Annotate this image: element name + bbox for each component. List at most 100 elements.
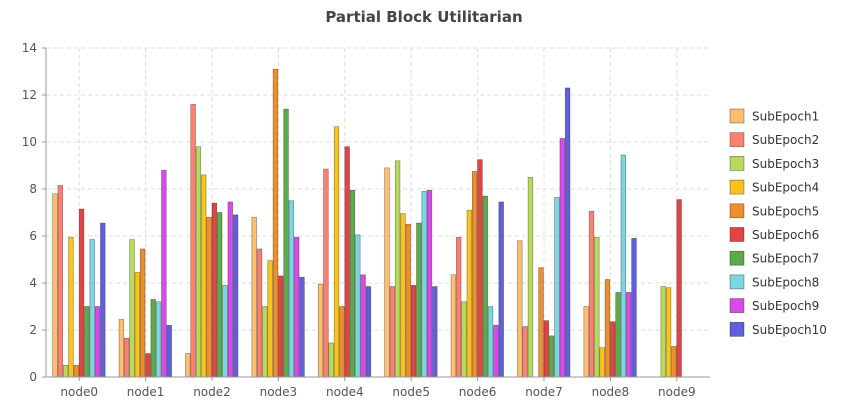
x-tick-label: node8 bbox=[592, 385, 630, 399]
x-tick-label: node3 bbox=[260, 385, 298, 399]
bar-subepoch10-node8 bbox=[631, 238, 637, 378]
bar-subepoch4-node2 bbox=[201, 174, 207, 378]
bar-subepoch8-node6 bbox=[487, 306, 494, 378]
bar-subepoch4-node1 bbox=[134, 272, 140, 378]
bar-subepoch2-node0 bbox=[57, 185, 63, 378]
bar-subepoch6-node6 bbox=[477, 159, 483, 378]
legend-label: SubEpoch10 bbox=[752, 323, 827, 337]
bar-subepoch8-node5 bbox=[421, 191, 427, 378]
bar-subepoch2-node1 bbox=[124, 337, 130, 378]
bar-subepoch3-node1 bbox=[129, 239, 135, 378]
bar-subepoch10-node7 bbox=[564, 87, 571, 378]
bar-subepoch9-node3 bbox=[294, 236, 300, 378]
bar-subepoch2-node3 bbox=[256, 248, 263, 378]
x-tick-label: node4 bbox=[326, 385, 364, 399]
legend-swatch bbox=[729, 274, 745, 290]
legend-label: SubEpoch3 bbox=[752, 157, 819, 171]
bar-subepoch9-node2 bbox=[227, 201, 233, 378]
x-tick-label: node2 bbox=[193, 385, 231, 399]
bar-subepoch3-node5 bbox=[394, 160, 401, 378]
bar-subepoch4-node4 bbox=[333, 126, 340, 378]
bar-subepoch7-node6 bbox=[482, 195, 488, 378]
legend-swatch bbox=[729, 108, 745, 124]
bar-subepoch5-node7 bbox=[538, 267, 544, 378]
bar-subepoch4-node6 bbox=[466, 209, 472, 378]
bar-subepoch1-node1 bbox=[118, 319, 125, 378]
bar-subepoch6-node3 bbox=[278, 275, 284, 378]
bar-subepoch10-node3 bbox=[299, 276, 305, 378]
bar-subepoch10-node2 bbox=[232, 214, 239, 378]
bar-subepoch3-node3 bbox=[262, 306, 268, 378]
bar-subepoch8-node8 bbox=[620, 154, 627, 378]
bar-subepoch4-node0 bbox=[68, 236, 74, 378]
bar-subepoch8-node0 bbox=[89, 239, 95, 378]
bar-subepoch6-node5 bbox=[410, 285, 417, 378]
bar-subepoch5-node0 bbox=[73, 364, 79, 378]
bar-subepoch6-node0 bbox=[78, 208, 85, 378]
x-tick-label: node7 bbox=[525, 385, 563, 399]
bar-subepoch3-node7 bbox=[527, 176, 534, 378]
bar-subepoch8-node7 bbox=[554, 196, 560, 378]
bar-subepoch9-node1 bbox=[161, 169, 167, 378]
legend-swatch bbox=[729, 321, 745, 337]
legend-label: SubEpoch7 bbox=[752, 252, 819, 266]
legend-swatch bbox=[729, 156, 745, 171]
legend-swatch bbox=[729, 298, 745, 313]
bar-subepoch5-node5 bbox=[405, 223, 411, 378]
legend: SubEpoch1 SubEpoch2 SubEpoch3 SubEpoch4 SubE… bbox=[729, 108, 827, 337]
bar-subepoch4-node5 bbox=[400, 213, 406, 378]
y-tick-label: 2 bbox=[29, 323, 37, 337]
bar-subepoch5-node6 bbox=[471, 171, 478, 378]
bar-subepoch7-node7 bbox=[549, 335, 555, 378]
y-tick-label: 8 bbox=[29, 182, 37, 196]
bar-subepoch4-node3 bbox=[267, 260, 273, 378]
bar-subepoch8-node2 bbox=[222, 285, 228, 378]
bar-subepoch9-node8 bbox=[626, 292, 632, 378]
bar-subepoch6-node9 bbox=[676, 199, 682, 378]
bar-subepoch7-node1 bbox=[150, 299, 156, 378]
bar-subepoch8-node4 bbox=[355, 234, 361, 378]
bar-subepoch3-node6 bbox=[461, 301, 467, 378]
bar-subepoch5-node3 bbox=[272, 68, 279, 378]
bar-subepoch6-node2 bbox=[211, 202, 218, 378]
bar-subepoch3-node0 bbox=[62, 364, 69, 378]
y-tick-label: 12 bbox=[22, 88, 37, 102]
bar-subepoch5-node8 bbox=[604, 279, 611, 378]
y-tick-label: 0 bbox=[29, 370, 37, 384]
bar-subepoch1-node7 bbox=[517, 240, 523, 378]
bar-subepoch9-node0 bbox=[94, 306, 101, 378]
bar-subepoch10-node0 bbox=[100, 222, 106, 378]
bar-subepoch6-node8 bbox=[610, 321, 616, 378]
bars-layer bbox=[52, 68, 682, 378]
bar-subepoch3-node4 bbox=[328, 342, 334, 378]
x-tick-label: node1 bbox=[127, 385, 165, 399]
legend-swatch bbox=[729, 179, 745, 195]
bar-subepoch10-node4 bbox=[365, 286, 372, 378]
bar-subepoch3-node8 bbox=[594, 236, 600, 378]
bar-subepoch6-node4 bbox=[344, 146, 350, 378]
bar-subepoch1-node6 bbox=[450, 274, 457, 378]
legend-label: SubEpoch5 bbox=[752, 204, 819, 218]
legend-swatch bbox=[729, 227, 745, 242]
legend-label: SubEpoch8 bbox=[752, 275, 819, 289]
bar-subepoch3-node9 bbox=[660, 286, 666, 378]
bar-subepoch2-node4 bbox=[323, 168, 329, 378]
legend-label: SubEpoch4 bbox=[752, 181, 819, 195]
bar-subepoch9-node4 bbox=[360, 274, 366, 378]
bar-subepoch6-node1 bbox=[145, 353, 151, 378]
bar-subepoch3-node2 bbox=[195, 146, 202, 378]
legend-label: SubEpoch2 bbox=[752, 133, 819, 147]
bar-subepoch5-node2 bbox=[206, 216, 212, 378]
legend-swatch bbox=[729, 203, 745, 219]
bar-subepoch10-node6 bbox=[498, 201, 504, 378]
bar-subepoch7-node4 bbox=[349, 189, 356, 378]
legend-swatch bbox=[729, 132, 745, 148]
bar-subepoch1-node5 bbox=[384, 167, 390, 378]
bar-subepoch4-node9 bbox=[665, 287, 672, 378]
bar-subepoch8-node1 bbox=[155, 301, 162, 378]
bar-subepoch4-node8 bbox=[599, 347, 605, 378]
bar-subepoch7-node8 bbox=[615, 292, 621, 378]
bar-subepoch2-node7 bbox=[522, 326, 528, 378]
bar-subepoch6-node7 bbox=[543, 320, 550, 378]
